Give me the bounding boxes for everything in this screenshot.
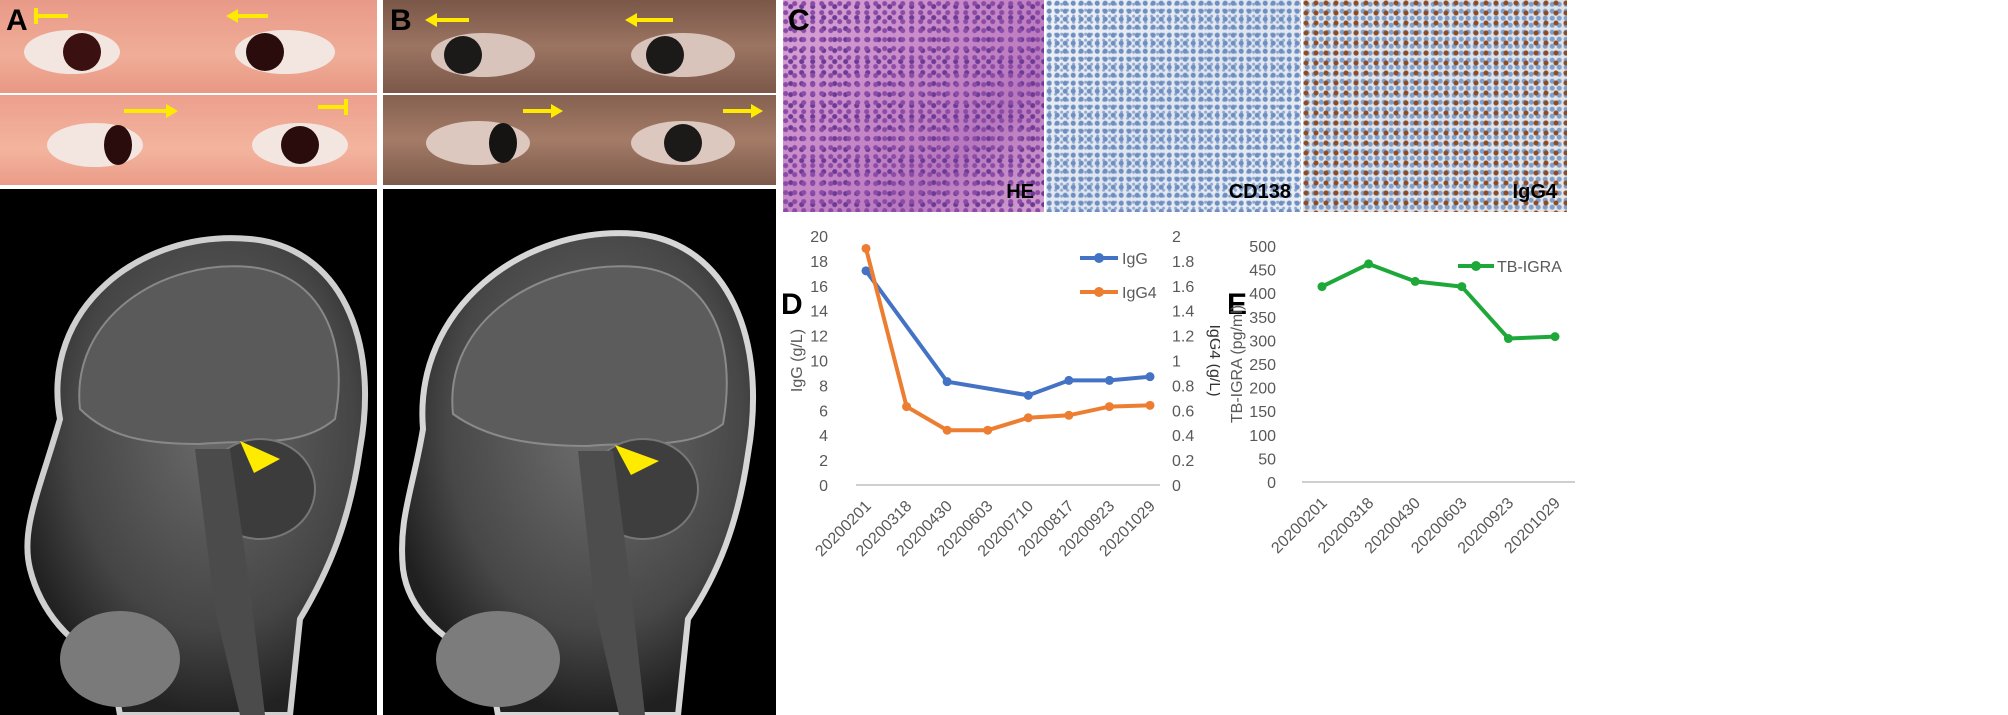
y-tick-label: 14 <box>810 304 828 321</box>
panel-b-eye-photo-bottom <box>383 95 776 185</box>
eyes-graphic <box>24 8 335 74</box>
y2-tick-label: 2 <box>1172 229 1181 246</box>
y-tick-label: 16 <box>810 279 828 296</box>
y-tick-label: 4 <box>819 428 828 445</box>
data-point-igg4 <box>1104 402 1114 412</box>
cd138-stain-label: CD138 <box>1228 181 1291 203</box>
he-stain-label: HE <box>1006 181 1034 203</box>
chart-e-tb-igra: 0501001502002503003504004505002020020120… <box>1229 239 1575 557</box>
data-point-igg <box>1023 390 1033 400</box>
y2-tick-label: 0 <box>1172 478 1181 495</box>
data-point-igg4 <box>983 425 993 435</box>
data-point-igg4 <box>1145 400 1155 410</box>
legend-label-igg: IgG <box>1122 251 1148 268</box>
y2-tick-label: 0.6 <box>1172 403 1194 420</box>
data-point-igg4 <box>861 243 871 253</box>
chart-d-igg-igg4: 0 2 4 6 8 10 12 14 16 18 20 0 0.2 0.4 0.6 0.8 1 1.2 1.4 1.6… <box>789 229 1220 560</box>
data-point-igg <box>942 377 952 387</box>
data-point-igg <box>1104 375 1114 385</box>
y-tick-label: 300 <box>1249 333 1276 350</box>
legend-marker-igg <box>1094 253 1104 263</box>
y2-axis-label: IgG4 (g/L) <box>1206 324 1220 396</box>
data-point-igg4 <box>1064 410 1074 420</box>
panel-a-mri-image <box>0 189 377 715</box>
legend-marker-tb-igra <box>1471 261 1481 271</box>
data-point-tb-igra <box>1550 332 1560 342</box>
y-tick-label: 50 <box>1258 451 1276 468</box>
legend-label-igg4: IgG4 <box>1122 285 1157 302</box>
data-point-igg4 <box>942 425 952 435</box>
data-point-tb-igra <box>1457 282 1467 292</box>
y-tick-label: 250 <box>1249 357 1276 374</box>
y-tick-label: 450 <box>1249 263 1276 280</box>
data-point-igg4 <box>902 402 912 412</box>
y-tick-label: 150 <box>1249 404 1276 421</box>
data-point-tb-igra <box>1364 259 1374 269</box>
y2-tick-label: 1 <box>1172 354 1181 371</box>
legend-label-tb-igra: TB-IGRA <box>1497 259 1562 276</box>
panel-e-label: E <box>1227 288 1248 321</box>
y-tick-label: 12 <box>810 329 828 346</box>
panel-c-cd138-stain-image: CD138 <box>1046 0 1301 212</box>
y-tick-label: 0 <box>819 478 828 495</box>
y-tick-label: 0 <box>1267 475 1276 492</box>
panel-a-eye-photo-top <box>0 0 377 93</box>
y-axis-label: TB-IGRA (pg/ml) <box>1229 305 1246 423</box>
series-line-igg <box>864 269 1151 398</box>
y-tick-label: 100 <box>1249 428 1276 445</box>
y2-tick-label: 0.4 <box>1172 428 1194 445</box>
y2-tick-label: 0.2 <box>1172 453 1194 470</box>
y-tick-label: 6 <box>819 403 828 420</box>
panel-d-label: D <box>781 288 803 321</box>
panel-c-label: C <box>788 4 810 37</box>
y-tick-label: 18 <box>810 254 828 271</box>
series-line-igg4 <box>864 247 1151 433</box>
data-point-igg <box>861 266 871 276</box>
y-tick-label: 200 <box>1249 381 1276 398</box>
panel-b-eye-photo-top <box>383 0 776 93</box>
y-tick-label: 2 <box>819 453 828 470</box>
data-point-igg <box>1064 375 1074 385</box>
data-point-igg4 <box>1023 413 1033 423</box>
data-point-igg <box>1145 372 1155 382</box>
y-tick-label: 20 <box>810 229 828 246</box>
y2-tick-label: 1.2 <box>1172 329 1194 346</box>
arrowhead-icon <box>615 445 659 475</box>
panel-a-label: A <box>6 4 28 37</box>
y-tick-label: 500 <box>1249 239 1276 256</box>
y2-tick-label: 1.4 <box>1172 304 1194 321</box>
panel-c-igg4-stain-image: IgG4 <box>1303 0 1567 212</box>
y-tick-label: 8 <box>819 378 828 395</box>
data-point-tb-igra <box>1317 282 1327 292</box>
y2-tick-label: 0.8 <box>1172 378 1194 395</box>
y-axis-label: IgG (g/L) <box>789 329 806 392</box>
data-point-tb-igra <box>1410 276 1420 286</box>
y-tick-label: 400 <box>1249 286 1276 303</box>
y2-tick-label: 1.8 <box>1172 254 1194 271</box>
y2-tick-label: 1.6 <box>1172 279 1194 296</box>
igg4-stain-label: IgG4 <box>1512 181 1557 203</box>
series-line-tb-igra <box>1321 261 1556 341</box>
y-tick-label: 350 <box>1249 310 1276 327</box>
legend-marker-igg4 <box>1094 287 1104 297</box>
panel-b-label: B <box>390 4 412 37</box>
panel-c-he-stain-image: HE <box>783 0 1044 212</box>
data-point-tb-igra <box>1503 334 1513 344</box>
panel-a-eye-photo-bottom <box>0 95 377 185</box>
panel-b-mri-image <box>383 189 776 715</box>
arrowhead-icon <box>240 441 280 473</box>
y-tick-label: 10 <box>810 354 828 371</box>
